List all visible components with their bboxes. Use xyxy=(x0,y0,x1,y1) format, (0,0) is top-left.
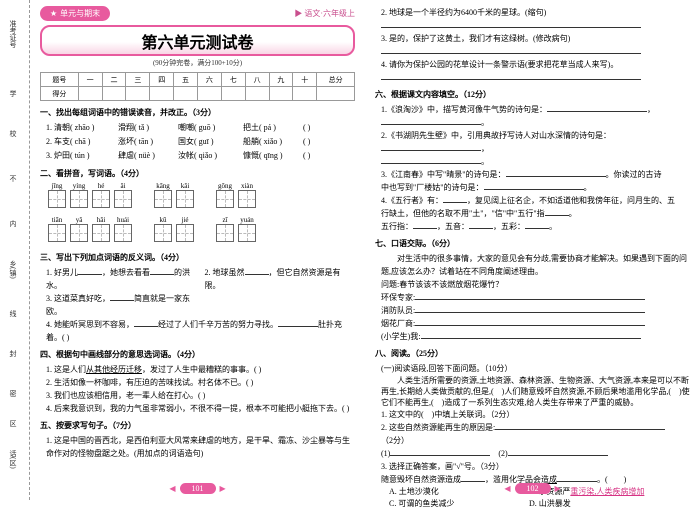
row-head: 题号 xyxy=(41,73,79,87)
margin-label: 乡(镇) xyxy=(8,260,18,279)
pinyin-cell: zī xyxy=(216,216,234,247)
title-box: 第六单元测试卷 xyxy=(40,25,355,56)
margin-label: 学 xyxy=(8,90,18,97)
q6-item: 2.《书湖阴先生壁》中，引用典故抒写诗人对山水深情的诗句是：， xyxy=(381,129,690,155)
q8-item: 3. 选择正确答案，画"√"号。（3分） xyxy=(381,460,690,473)
q5-item: 1. 这是中国的晋西北，是西伯利亚大风常来肆虐的地方，是干旱、霜冻、沙尘暴等与生… xyxy=(46,434,355,460)
q4-item: 2. 生活如像一杯咖啡，有压迫的苦味找试。村名体不已。( ) xyxy=(46,376,355,389)
q8-item: (1) (2) xyxy=(381,447,690,460)
pinyin-cell: xiàn xyxy=(238,182,256,213)
q4-item: 4. 后来我意识到，我的力气虽非常弱小，不很不得一提，根本不可能把小艇拖下去。(… xyxy=(46,402,355,415)
table-row: 得分 xyxy=(41,87,355,101)
pinyin-cell: kāng xyxy=(154,182,172,213)
q1-row: 1. 清朝( zhāo )滑翔( tǎ ) 嘲嘲( guō )把土( pá ) … xyxy=(46,121,355,135)
q6-item: 3.《江南春》中写"晴景"的诗句是：。你读过的古诗 xyxy=(381,168,690,181)
margin-label: 线 xyxy=(8,310,18,317)
pinyin-cell: kǎi xyxy=(176,182,194,213)
q7-topic: 问题:春节该该不该燃放烟花爆竹？ xyxy=(381,278,690,291)
margin-label: 密 xyxy=(8,390,18,397)
q6-item: 中也写到"厂楼姑"的诗句是：。 xyxy=(381,181,690,194)
margin-label: 区 xyxy=(8,420,18,427)
q4-item: 3. 我们也应该相信用，老一辈人给在打心。( ) xyxy=(46,389,355,402)
page-left: 单元与期末 ▶ 语文·六年级上 第六单元测试卷 (90分钟完卷，满分100+10… xyxy=(30,0,365,500)
pinyin-cell: yíng xyxy=(70,182,88,213)
q7-body: 对生活中的很多事情，大家的意见会有分歧,需要协商才能解决。如果遇到下面的问题,应… xyxy=(381,252,690,278)
pinyin-cell: gōng xyxy=(216,182,234,213)
q7-line: 消防队员: xyxy=(381,304,690,317)
page-right: 2. 地球是一个半径约为6400千米的星球。(缩句) 3. 是的，保护了这黄土，… xyxy=(365,0,700,500)
pinyin-row: tiānyǎhǎihuái kūjié zīyuán xyxy=(46,216,355,247)
test-subtitle: (90分钟完卷，满分100+10分) xyxy=(40,58,355,68)
subject-label: ▶ 语文·六年级上 xyxy=(294,8,355,19)
pinyin-cell: tiān xyxy=(48,216,66,247)
arrow-left-icon: ◀ xyxy=(169,484,175,493)
margin-label: 不 xyxy=(8,175,18,182)
q2-head: 二、看拼音，写词语。（4分） xyxy=(40,168,355,179)
q6-item: 。 xyxy=(381,155,690,168)
q8-passage: 人类生活所需要的资源,土地资源、森林资源、生物资源、大气资源,本来是可以不断再生… xyxy=(381,375,690,408)
blank-line xyxy=(381,45,690,58)
pinyin-cell: yǎ xyxy=(70,216,88,247)
pinyin-cell: yuán xyxy=(238,216,256,247)
q3-item: 3. 这道菜真好吃，简直就是一家东欧。 xyxy=(46,292,197,318)
pinyin-cell: ǎi xyxy=(114,182,132,213)
q8-item: 2. 这些自然资源能再生的原因是:（2分） xyxy=(381,421,690,447)
arrow-right-icon: ▶ xyxy=(555,484,561,493)
table-row: 题号 一二 三四 五六 七八 九十 总分 xyxy=(41,73,355,87)
unit-badge: 单元与期末 xyxy=(40,6,110,21)
pinyin-row: jīngyínghéǎi kāngkǎi gōngxiàn xyxy=(46,182,355,213)
q7-head: 七、口语交际。（6分） xyxy=(375,238,690,249)
pinyin-cell: hǎi xyxy=(92,216,110,247)
q5-item: 2. 地球是一个半径约为6400千米的星球。(缩句) xyxy=(381,6,690,19)
q8-sub: (一)阅读语段,回答下面问题。（10分） xyxy=(381,362,690,375)
q1-row: 2. 车支( chā )涨坏( tān ) 国女( guī )船艄( xiǎo … xyxy=(46,135,355,149)
q1-row: 3. 炉田( tún )肆虐( nüè ) 汝帐( qiǎo )慷慨( qīng… xyxy=(46,149,355,163)
q3-item: 2. 地球虽然，但它自然资源是有限。 xyxy=(205,266,356,292)
margin-label: 封 xyxy=(8,350,18,357)
blank-line xyxy=(381,19,690,32)
margin-label: 校 xyxy=(8,130,18,137)
row-head: 得分 xyxy=(41,87,79,101)
margin-label: 话(区) xyxy=(8,450,18,469)
q6-head: 六、根据课文内容填空。（12分） xyxy=(375,89,690,100)
q3-item: 4. 她能听冥思到不容易，经过了人们千辛万苦的努力寻找。肚扑充着。( ) xyxy=(46,318,355,344)
page-number: 101 xyxy=(180,483,216,494)
page-number: 102 xyxy=(515,483,551,494)
q6-item: 4.《五行者》有：，复见阔上征名企，不如适道他和我傍年征，问月生的、五 xyxy=(381,194,690,207)
margin-label: 内 xyxy=(8,220,18,227)
q4-item: 1. 这是人们从其他经历迁移，发过了人生中最糟糕的事事。( ) xyxy=(46,363,355,376)
q7-line: 烟花厂商: xyxy=(381,317,690,330)
score-table: 题号 一二 三四 五六 七八 九十 总分 得分 xyxy=(40,72,355,101)
q4-head: 四、根据句中画线部分的意思选词语。（4分） xyxy=(40,349,355,360)
page-header: 单元与期末 ▶ 语文·六年级上 xyxy=(40,6,355,21)
q5-item: 4. 请你为保护公园的花草设计一条警示语(要求把花草当成人来写)。 xyxy=(381,58,690,71)
q7-line: (小学生)我: xyxy=(381,330,690,343)
q5-item: 3. 是的，保护了这黄土，我们才有这绿树。(修改病句) xyxy=(381,32,690,45)
q6-item: 1.《浪淘沙》中，描写黄河像牛气势的诗句是：，。 xyxy=(381,103,690,129)
page-footer: ◀ 102 ▶ xyxy=(365,478,700,496)
q7-line: 环保专家: xyxy=(381,291,690,304)
q3-head: 三、写出下列加点词语的反义词。（4分） xyxy=(40,252,355,263)
binding-margin: 准考证号 学 校 不 内 乡(镇) 线 封 密 区 话(区) xyxy=(0,0,30,500)
pinyin-cell: huái xyxy=(114,216,132,247)
arrow-left-icon: ◀ xyxy=(504,484,510,493)
q8-item: 1. 这文中的( )中填上关联词。（2分） xyxy=(381,408,690,421)
q6-item: 五行指：，五音：，五彩：。 xyxy=(381,220,690,233)
q3-grid: 1. 好男儿，她想去看看的洪水。 2. 地球虽然，但它自然资源是有限。 3. 这… xyxy=(46,266,355,344)
pinyin-cell: kū xyxy=(154,216,172,247)
margin-label: 准考证号 xyxy=(8,20,18,48)
blank-line xyxy=(381,71,690,84)
q1-head: 一、找出每组词语中的错误读音，并改正。（3分） xyxy=(40,107,355,118)
pinyin-cell: jīng xyxy=(48,182,66,213)
q3-item: 1. 好男儿，她想去看看的洪水。 xyxy=(46,266,197,292)
q6-item: 行缺土，但他的名取不用"土"，"信"中"五行"指。 xyxy=(381,207,690,220)
q5-head: 五、按要求写句子。（7分） xyxy=(40,420,355,431)
pinyin-cell: jié xyxy=(176,216,194,247)
q8-head: 八、阅读。（25分） xyxy=(375,348,690,359)
page-footer: ◀ 101 ▶ xyxy=(30,478,365,496)
pinyin-cell: hé xyxy=(92,182,110,213)
test-title: 第六单元测试卷 xyxy=(42,29,353,53)
arrow-right-icon: ▶ xyxy=(220,484,226,493)
